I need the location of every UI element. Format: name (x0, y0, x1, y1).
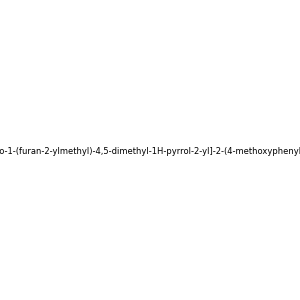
Text: N-[3-cyano-1-(furan-2-ylmethyl)-4,5-dimethyl-1H-pyrrol-2-yl]-2-(4-methoxyphenyl): N-[3-cyano-1-(furan-2-ylmethyl)-4,5-dime… (0, 147, 300, 156)
